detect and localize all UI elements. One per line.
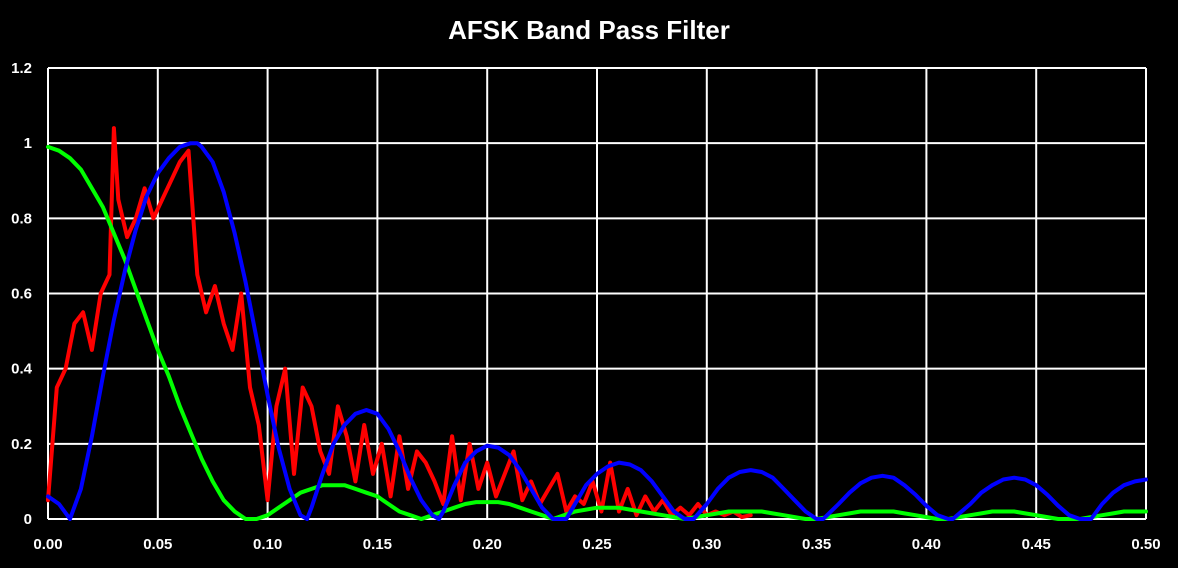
y-axis-ticks: 0 0.2 0.4 0.6 0.8 1 1.2	[11, 60, 33, 528]
x-tick-label: 0.10	[253, 536, 282, 553]
x-tick-label: 0.20	[473, 536, 502, 553]
y-tick-label: 0.6	[11, 286, 32, 303]
x-tick-label: 0.05	[143, 536, 172, 553]
series-line-3	[46, 141, 1148, 521]
chart-title: AFSK Band Pass Filter	[448, 15, 730, 45]
x-tick-label: 0.30	[692, 536, 721, 553]
x-axis-ticks: 0.00 0.05 0.10 0.15 0.20 0.25 0.30 0.35 0.40 0.45…	[33, 536, 1160, 553]
y-tick-label: 0.8	[11, 210, 32, 227]
x-tick-label: 0.40	[912, 536, 941, 553]
x-tick-label: 0.35	[802, 536, 831, 553]
x-tick-label: 0.50	[1131, 536, 1160, 553]
x-tick-label: 0.00	[33, 536, 62, 553]
x-tick-label: 0.15	[363, 536, 392, 553]
series-lines	[46, 126, 1148, 521]
series-line-1	[46, 126, 753, 520]
x-tick-label: 0.45	[1022, 536, 1051, 553]
y-tick-label: 0.4	[11, 361, 33, 378]
y-tick-label: 1.2	[11, 60, 32, 77]
x-tick-label: 0.25	[582, 536, 611, 553]
y-tick-label: 1	[24, 135, 32, 152]
y-tick-label: 0.2	[11, 436, 32, 453]
series-line-2	[46, 144, 1148, 521]
y-tick-label: 0	[24, 511, 32, 528]
